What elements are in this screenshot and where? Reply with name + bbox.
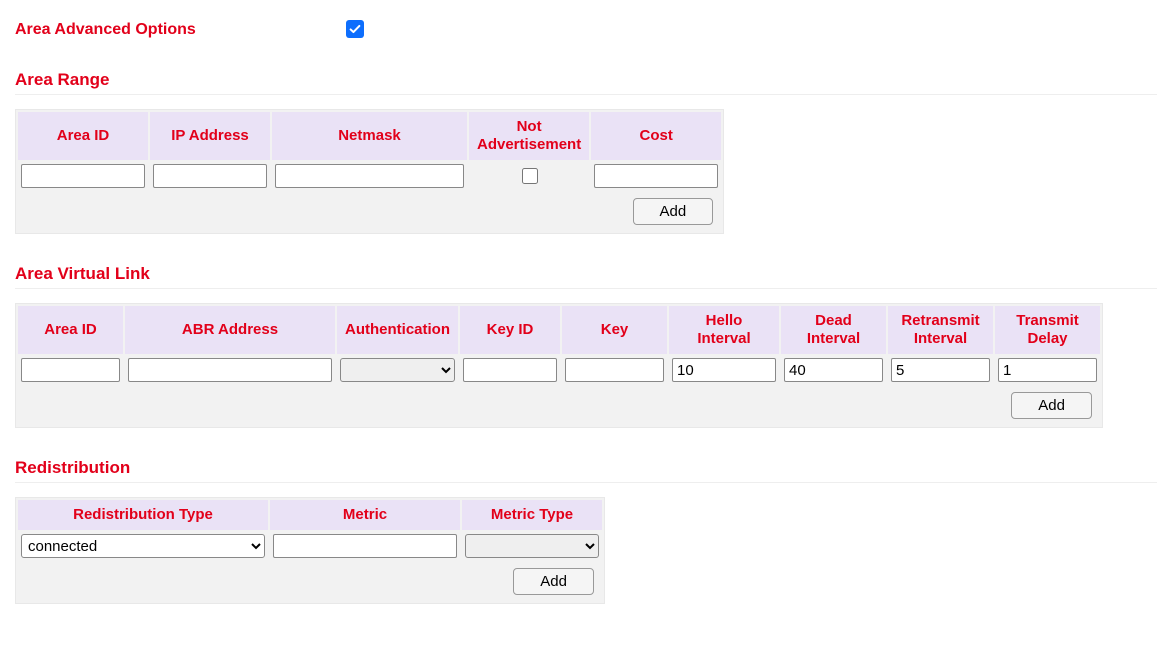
table-footer-row: Add xyxy=(18,386,1100,425)
area-advanced-options-label: Area Advanced Options xyxy=(15,21,196,39)
area-range-table: Area ID IP Address Netmask Not Advertise… xyxy=(15,109,724,234)
redistribution-metric-input[interactable] xyxy=(273,534,457,558)
col-cost: Cost xyxy=(591,112,721,160)
area-range-ip-address-input[interactable] xyxy=(153,164,267,188)
col-transmit-delay: Transmit Delay xyxy=(995,306,1100,354)
area-virtual-link-heading: Area Virtual Link xyxy=(15,264,1157,284)
area-range-netmask-input[interactable] xyxy=(275,164,464,188)
table-footer-row: Add xyxy=(18,562,602,601)
col-metric-type: Metric Type xyxy=(462,500,602,530)
col-dead-interval: Dead Interval xyxy=(781,306,886,354)
area-range-cost-input[interactable] xyxy=(594,164,718,188)
table-row xyxy=(18,162,721,190)
table-row xyxy=(18,356,1100,384)
col-metric: Metric xyxy=(270,500,460,530)
vlink-area-id-input[interactable] xyxy=(21,358,120,382)
col-retransmit-interval: Retransmit Interval xyxy=(888,306,993,354)
area-range-heading: Area Range xyxy=(15,70,1157,90)
vlink-transmit-delay-input[interactable] xyxy=(998,358,1097,382)
col-abr-address: ABR Address xyxy=(125,306,335,354)
vlink-retransmit-interval-input[interactable] xyxy=(891,358,990,382)
col-key-id: Key ID xyxy=(460,306,560,354)
vlink-abr-address-input[interactable] xyxy=(128,358,332,382)
check-icon xyxy=(348,22,362,36)
col-area-id: Area ID xyxy=(18,112,148,160)
redistribution-type-select[interactable]: connected xyxy=(21,534,265,558)
table-header-row: Area ID ABR Address Authentication Key I… xyxy=(18,306,1100,354)
area-range-area-id-input[interactable] xyxy=(21,164,145,188)
divider xyxy=(15,482,1157,483)
area-advanced-options-checkbox[interactable] xyxy=(346,20,364,38)
area-virtual-link-table: Area ID ABR Address Authentication Key I… xyxy=(15,303,1103,428)
area-range-not-advertisement-checkbox[interactable] xyxy=(522,168,538,184)
vlink-dead-interval-input[interactable] xyxy=(784,358,883,382)
table-header-row: Redistribution Type Metric Metric Type xyxy=(18,500,602,530)
vlink-hello-interval-input[interactable] xyxy=(672,358,776,382)
table-row: connected xyxy=(18,532,602,560)
col-not-advertisement: Not Advertisement xyxy=(469,112,589,160)
redistribution-add-button[interactable]: Add xyxy=(513,568,594,595)
col-ip-address: IP Address xyxy=(150,112,270,160)
col-redistribution-type: Redistribution Type xyxy=(18,500,268,530)
vlink-key-input[interactable] xyxy=(565,358,664,382)
divider xyxy=(15,94,1157,95)
redistribution-table: Redistribution Type Metric Metric Type c… xyxy=(15,497,605,604)
col-area-id: Area ID xyxy=(18,306,123,354)
col-hello-interval: Hello Interval xyxy=(669,306,779,354)
table-footer-row: Add xyxy=(18,192,721,231)
vlink-authentication-select[interactable] xyxy=(340,358,455,382)
col-key: Key xyxy=(562,306,667,354)
area-range-add-button[interactable]: Add xyxy=(633,198,714,225)
redistribution-metric-type-select[interactable] xyxy=(465,534,599,558)
col-netmask: Netmask xyxy=(272,112,467,160)
vlink-add-button[interactable]: Add xyxy=(1011,392,1092,419)
divider xyxy=(15,288,1157,289)
redistribution-heading: Redistribution xyxy=(15,458,1157,478)
col-authentication: Authentication xyxy=(337,306,458,354)
vlink-key-id-input[interactable] xyxy=(463,358,557,382)
table-header-row: Area ID IP Address Netmask Not Advertise… xyxy=(18,112,721,160)
